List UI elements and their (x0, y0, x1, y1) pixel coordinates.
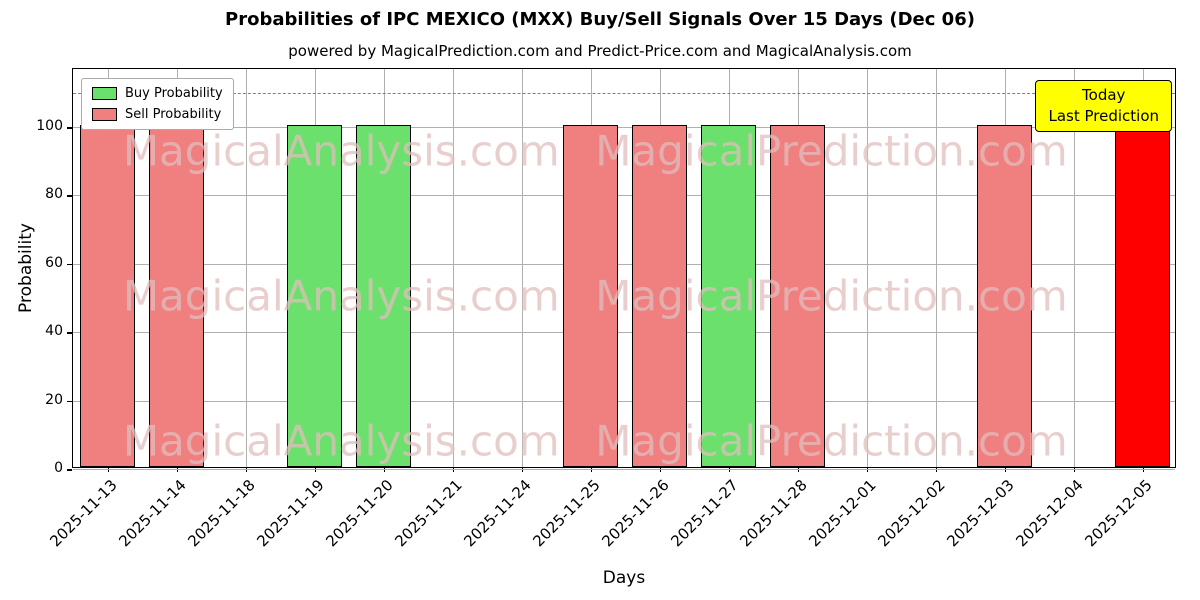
y-tick-mark (67, 469, 72, 471)
x-gridline (245, 69, 247, 467)
bar-2025-11-28 (769, 125, 826, 467)
y-gridline (73, 195, 1175, 197)
y-tick-label: 40 (45, 323, 63, 340)
y-tick-mark (67, 263, 72, 266)
y-gridline (73, 263, 1175, 265)
x-tick-label: 2025-12-02 (873, 476, 949, 551)
annotation-line-2: Last Prediction (1048, 107, 1159, 125)
x-gridline (866, 69, 868, 467)
x-gridline (935, 69, 937, 467)
x-tick-label: 2025-12-05 (1080, 476, 1156, 551)
x-tick-label: 2025-12-01 (804, 476, 880, 551)
x-tick-label: 2025-12-04 (1011, 476, 1087, 551)
annotation-line-1: Today (1082, 86, 1126, 104)
x-tick-label: 2025-11-28 (735, 476, 811, 551)
y-gridline (73, 127, 1175, 129)
x-tick-label: 2025-12-03 (942, 476, 1018, 551)
x-tick-label: 2025-11-24 (459, 476, 535, 551)
x-axis-label: Days (602, 568, 646, 588)
y-tick-label: 80 (45, 186, 63, 203)
x-tick-label: 2025-11-20 (321, 476, 397, 551)
x-tick-label: 2025-11-13 (45, 476, 121, 551)
plot-area: Buy Probability Sell Probability Today La… (36, 68, 1176, 550)
y-gridline (73, 469, 1175, 470)
legend-label: Sell Probability (125, 107, 222, 122)
x-gridline (452, 69, 454, 467)
y-tick-label: 60 (45, 254, 63, 271)
y-tick-mark (67, 195, 72, 197)
watermark-text: MagicalAnalysis.com (122, 126, 560, 176)
legend-color-patch (92, 108, 117, 121)
y-gridline (73, 332, 1175, 334)
legend-color-patch (92, 87, 117, 100)
today-annotation: Today Last Prediction (1035, 80, 1172, 132)
bar-2025-11-27 (700, 125, 757, 467)
legend: Buy Probability Sell Probability (81, 78, 234, 130)
watermark-text: MagicalPrediction.com (595, 271, 1068, 321)
x-gridline (521, 69, 523, 467)
x-tick-label: 2025-11-18 (183, 476, 259, 551)
chart-subtitle: powered by MagicalPrediction.com and Pre… (288, 42, 912, 60)
x-tick-label: 2025-11-14 (114, 476, 190, 551)
bar-2025-12-03 (976, 125, 1033, 467)
bar-2025-11-26 (631, 125, 688, 467)
bar-2025-12-05 (1114, 125, 1171, 467)
y-tick-label: 0 (54, 460, 63, 476)
x-gridline (1073, 69, 1075, 467)
chart-title: Probabilities of IPC MEXICO (MXX) Buy/Se… (225, 9, 975, 30)
watermark-text: MagicalAnalysis.com (122, 416, 560, 466)
threshold-line (73, 92, 1175, 94)
watermark-text: MagicalPrediction.com (595, 416, 1068, 466)
y-tick-mark (67, 332, 72, 334)
watermark-text: MagicalPrediction.com (595, 126, 1068, 176)
y-tick-mark (67, 127, 72, 129)
y-tick-label: 20 (45, 391, 63, 408)
y-tick-label: 100 (36, 118, 63, 135)
legend-item: Buy Probability (92, 86, 223, 101)
legend-item: Sell Probability (92, 107, 223, 122)
legend-label: Buy Probability (125, 86, 223, 101)
bar-2025-11-19 (286, 125, 343, 467)
watermark-text: MagicalAnalysis.com (122, 271, 560, 321)
bar-2025-11-14 (148, 125, 205, 467)
x-tick-label: 2025-11-27 (666, 476, 742, 551)
x-tick-label: 2025-11-25 (528, 476, 604, 551)
x-tick-label: 2025-11-19 (252, 476, 328, 551)
y-tick-mark (67, 400, 72, 403)
bar-2025-11-25 (562, 125, 619, 467)
bar-2025-11-13 (79, 125, 136, 467)
bar-2025-11-20 (355, 125, 412, 467)
y-gridline (73, 400, 1175, 402)
x-tick-label: 2025-11-21 (390, 476, 466, 551)
